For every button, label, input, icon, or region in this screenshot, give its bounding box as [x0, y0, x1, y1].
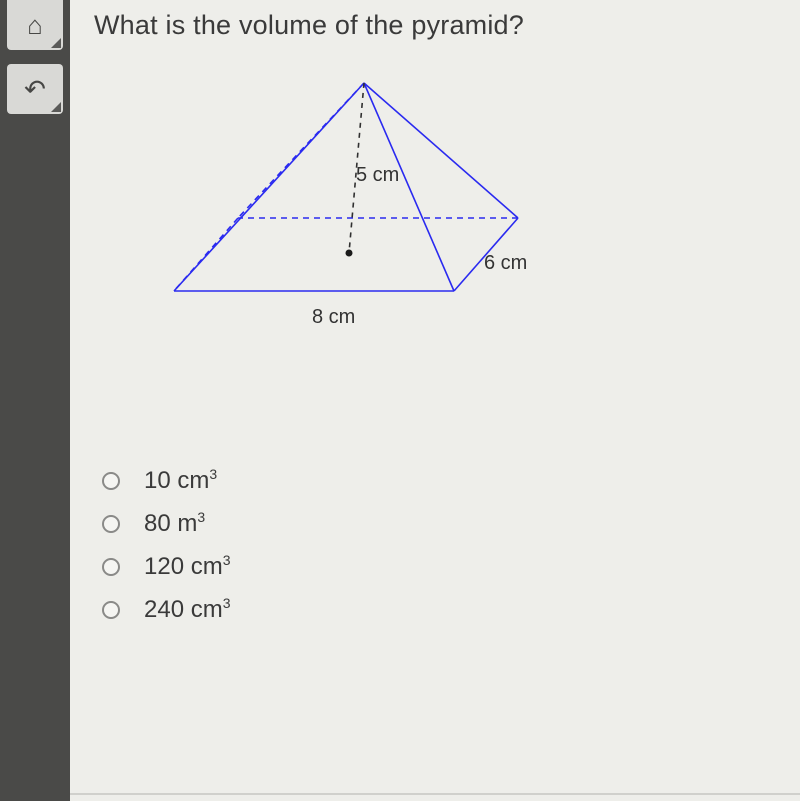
svg-text:8 cm: 8 cm [312, 306, 355, 328]
rail-home-button[interactable]: ⌂ [7, 0, 63, 50]
radio-icon [102, 601, 120, 619]
undo-icon: ↶ [24, 74, 46, 105]
radio-icon [102, 558, 120, 576]
corner-fold-icon [51, 38, 61, 48]
answer-options: 10 cm3 80 m3 120 cm3 240 cm3 [102, 466, 782, 624]
option-label: 120 cm3 [144, 552, 231, 581]
pyramid-figure: 5 cm 8 cm 6 cm [154, 71, 574, 346]
rail-undo-button[interactable]: ↶ [7, 64, 63, 114]
option-a[interactable]: 10 cm3 [102, 466, 782, 495]
radio-icon [102, 472, 120, 490]
option-label: 80 m3 [144, 509, 205, 538]
svg-text:6 cm: 6 cm [484, 252, 527, 274]
home-icon: ⌂ [27, 10, 43, 41]
pyramid-svg: 5 cm 8 cm 6 cm [154, 71, 574, 341]
option-c[interactable]: 120 cm3 [102, 552, 782, 581]
bottom-divider [70, 793, 800, 795]
option-label: 240 cm3 [144, 595, 231, 624]
question-text: What is the volume of the pyramid? [94, 10, 782, 41]
corner-fold-icon [51, 102, 61, 112]
svg-text:5 cm: 5 cm [356, 164, 399, 186]
left-rail: ⌂ ↶ [0, 0, 70, 801]
option-d[interactable]: 240 cm3 [102, 595, 782, 624]
option-label: 10 cm3 [144, 466, 217, 495]
radio-icon [102, 515, 120, 533]
content-area: What is the volume of the pyramid? 5 cm 8… [70, 0, 800, 801]
option-b[interactable]: 80 m3 [102, 509, 782, 538]
